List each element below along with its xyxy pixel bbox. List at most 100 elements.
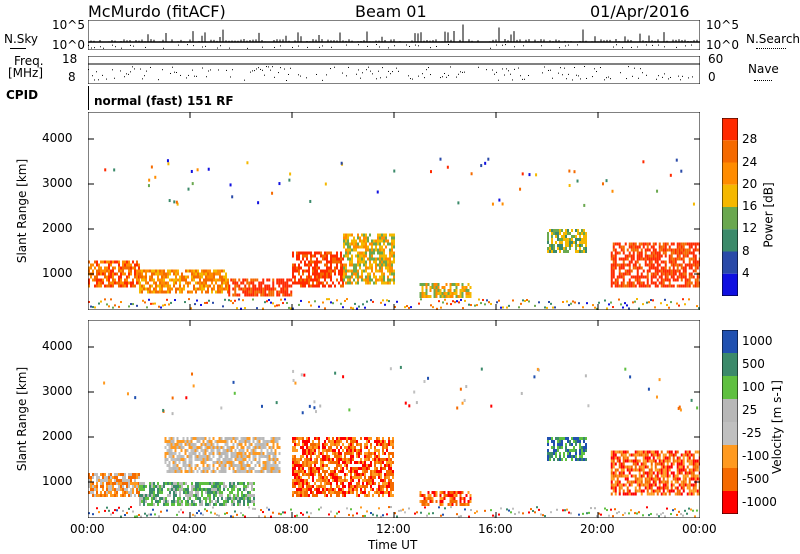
scatter-cell bbox=[380, 491, 382, 494]
scatter-cell bbox=[272, 470, 275, 473]
scatter-cell bbox=[351, 281, 353, 285]
scatter-cell bbox=[124, 473, 126, 476]
scatter-cell bbox=[312, 461, 314, 464]
search-dot bbox=[406, 44, 407, 46]
scatter-cell bbox=[100, 485, 102, 488]
scatter-cell bbox=[380, 467, 382, 470]
scatter-cell bbox=[330, 257, 332, 261]
ground-scatter-cell bbox=[682, 298, 684, 301]
scatter-cell bbox=[179, 281, 181, 285]
ground-scatter-cell bbox=[196, 299, 198, 302]
scatter-cell bbox=[622, 453, 625, 457]
nave-dot bbox=[232, 69, 233, 71]
ground-scatter-cell bbox=[212, 301, 214, 304]
scatter-cell bbox=[380, 485, 382, 488]
scatter-cell bbox=[230, 440, 233, 443]
scatter-cell bbox=[332, 260, 334, 264]
scatter-cell bbox=[260, 290, 263, 294]
scatter-cell bbox=[694, 263, 697, 267]
scatter-cell bbox=[640, 266, 643, 270]
scatter-cell bbox=[658, 456, 661, 460]
scatter-cell bbox=[614, 489, 617, 493]
scatter-cell bbox=[698, 245, 700, 249]
scatter-cell bbox=[155, 284, 157, 288]
scatter-cell bbox=[632, 266, 635, 270]
scatter-cell bbox=[585, 232, 587, 235]
scatter-cell bbox=[345, 266, 347, 270]
scatter-cell bbox=[188, 452, 191, 455]
scatter-cell bbox=[219, 491, 221, 494]
scatter-cell bbox=[443, 292, 446, 295]
scatter-cell bbox=[143, 284, 145, 288]
scatter-cell bbox=[262, 443, 265, 446]
ground-scatter-cell bbox=[534, 304, 536, 307]
scatter-cell bbox=[139, 287, 141, 291]
sparse-echo-cell bbox=[207, 167, 210, 171]
scatter-cell bbox=[650, 477, 653, 481]
velocity-panel bbox=[88, 320, 700, 518]
scatter-cell bbox=[195, 503, 197, 506]
scatter-cell bbox=[340, 266, 342, 270]
scatter-cell bbox=[328, 251, 330, 255]
ground-scatter-cell bbox=[234, 510, 236, 513]
scatter-cell bbox=[190, 470, 193, 473]
sparse-echo-cell bbox=[446, 165, 449, 169]
scatter-cell bbox=[92, 269, 94, 273]
scatter-cell bbox=[628, 269, 631, 273]
scatter-cell bbox=[304, 479, 306, 482]
scatter-cell bbox=[167, 488, 169, 491]
scatter-cell bbox=[372, 482, 374, 485]
scatter-cell bbox=[626, 456, 629, 460]
scatter-cell bbox=[168, 449, 171, 452]
ground-scatter-cell bbox=[696, 305, 698, 308]
scatter-cell bbox=[215, 491, 217, 494]
scatter-cell bbox=[626, 489, 629, 493]
nave-dot bbox=[280, 67, 281, 69]
scatter-cell bbox=[244, 464, 247, 467]
scatter-cell bbox=[180, 443, 183, 446]
scatter-cell bbox=[666, 275, 669, 279]
scatter-cell bbox=[238, 461, 241, 464]
scatter-cell bbox=[184, 470, 187, 473]
scatter-cell bbox=[330, 491, 332, 494]
ground-scatter-cell bbox=[180, 508, 182, 511]
scatter-cell bbox=[367, 248, 369, 252]
scatter-cell bbox=[242, 278, 245, 282]
ground-scatter-cell bbox=[624, 512, 626, 515]
scatter-cell bbox=[262, 293, 265, 297]
ground-scatter-cell bbox=[692, 509, 694, 512]
scatter-cell bbox=[200, 437, 203, 440]
scatter-cell bbox=[224, 449, 227, 452]
scatter-cell bbox=[676, 263, 679, 267]
scatter-cell bbox=[188, 467, 191, 470]
scatter-cell bbox=[88, 266, 90, 270]
scatter-cell bbox=[208, 452, 211, 455]
scatter-cell bbox=[636, 462, 639, 466]
scatter-cell bbox=[96, 275, 98, 279]
scatter-cell bbox=[382, 494, 384, 497]
scatter-cell bbox=[380, 443, 382, 446]
scatter-cell bbox=[122, 485, 124, 488]
scatter-cell bbox=[248, 437, 251, 440]
scatter-cell bbox=[350, 437, 352, 440]
scatter-cell bbox=[258, 452, 261, 455]
scatter-cell bbox=[342, 461, 344, 464]
scatter-cell bbox=[353, 236, 355, 240]
scatter-cell bbox=[349, 245, 351, 249]
scatter-cell bbox=[340, 491, 342, 494]
scatter-cell bbox=[662, 489, 665, 493]
scatter-cell bbox=[322, 479, 324, 482]
ground-scatter-cell bbox=[264, 301, 266, 304]
scatter-cell bbox=[347, 269, 349, 273]
scatter-cell bbox=[221, 290, 223, 294]
nave-dot bbox=[172, 66, 173, 68]
scatter-cell bbox=[90, 266, 92, 270]
scatter-cell bbox=[364, 494, 366, 497]
scatter-cell bbox=[190, 464, 193, 467]
nave-dot bbox=[268, 66, 269, 68]
scatter-cell bbox=[642, 450, 645, 454]
ground-scatter-cell bbox=[492, 514, 494, 517]
scatter-cell bbox=[174, 452, 177, 455]
scatter-cell bbox=[92, 485, 94, 488]
scatter-cell bbox=[326, 281, 328, 285]
